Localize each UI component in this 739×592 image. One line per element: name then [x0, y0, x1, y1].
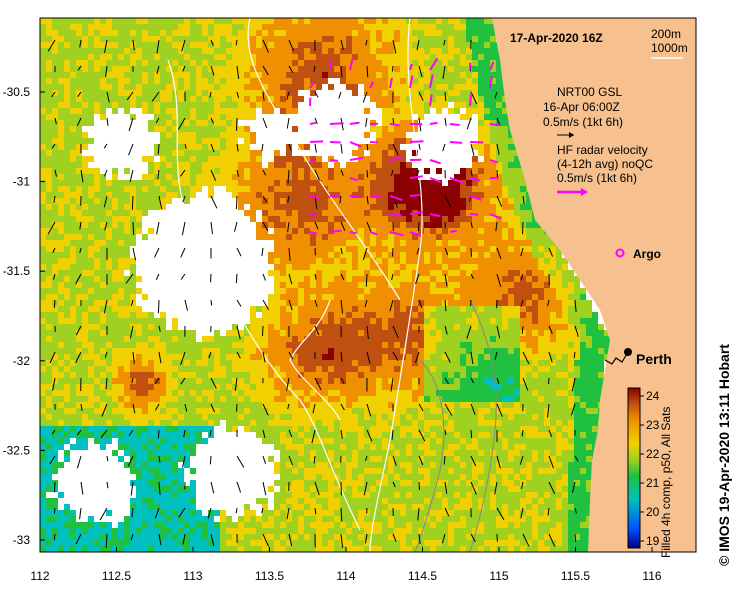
x-tick-label: 113.5 — [255, 569, 284, 583]
y-tick-label: -30.5 — [3, 85, 31, 99]
x-tick-label: 115.5 — [561, 569, 590, 583]
colorbar-ticks: 24 23 22 21 20 19 — [640, 389, 660, 548]
colorbar-tick-label: 20 — [646, 505, 660, 519]
gsl-title: NRT00 GSL — [557, 85, 622, 99]
perth-river — [604, 351, 629, 365]
colorbar-tick-label: 22 — [646, 447, 660, 461]
y-tick-label: -32.5 — [3, 443, 31, 457]
argo-label: Argo — [633, 247, 661, 261]
y-tick-label: -33 — [13, 533, 31, 547]
colorbar-tick-label: 21 — [646, 476, 660, 490]
colorbar-tick-label: 23 — [646, 418, 660, 432]
hf-scale: 0.5m/s (1kt 6h) — [557, 171, 637, 185]
x-tick-label: 112.5 — [102, 569, 131, 583]
coastline-grey — [414, 299, 497, 552]
y-axis: -30.5 -31 -31.5 -32 -32.5 -33 — [3, 85, 45, 547]
x-tick-label: 112 — [30, 569, 49, 583]
hf-sub: (4-12h avg) noQC — [557, 157, 653, 171]
colorbar-tick-label: 24 — [646, 389, 660, 403]
sst-field — [40, 18, 610, 552]
colorbar-tick-label: 19 — [646, 534, 660, 548]
gsl-time: 16-Apr 06:00Z — [543, 100, 620, 114]
credit-text: © IMOS 19-Apr-2020 13:11 Hobart — [716, 344, 732, 566]
x-tick-label: 113 — [183, 569, 202, 583]
x-tick-label: 116 — [642, 569, 661, 583]
x-tick-label: 114.5 — [408, 569, 437, 583]
plot-frame — [39, 17, 697, 553]
isobath-1000m: 1000m — [651, 41, 688, 55]
gsl-arrow-head — [569, 132, 574, 138]
isobath-contours — [167, 18, 423, 552]
hf-title: HF radar velocity — [557, 143, 648, 157]
colorbar — [627, 387, 641, 549]
land-mass — [492, 18, 696, 552]
x-axis: 112 112.5 113 113.5 114 114.5 115 115.5 116 — [30, 547, 662, 583]
y-tick-label: -31 — [13, 175, 31, 189]
city-label: Perth — [636, 351, 672, 367]
x-tick-label: 115 — [489, 569, 508, 583]
hf-radar-vectors — [309, 57, 502, 237]
colorbar-caption: Filled 4h comp, p50, All Sats — [659, 407, 673, 558]
gsl-scale: 0.5m/s (1kt 6h) — [543, 115, 623, 129]
isobath-200m: 200m — [651, 27, 681, 41]
date-title: 17-Apr-2020 16Z — [510, 31, 603, 45]
argo-marker-icon — [615, 248, 625, 258]
y-tick-label: -32 — [13, 354, 31, 368]
hf-arrow-head — [581, 188, 588, 196]
y-tick-label: -31.5 — [3, 264, 31, 278]
x-tick-label: 114 — [336, 569, 355, 583]
